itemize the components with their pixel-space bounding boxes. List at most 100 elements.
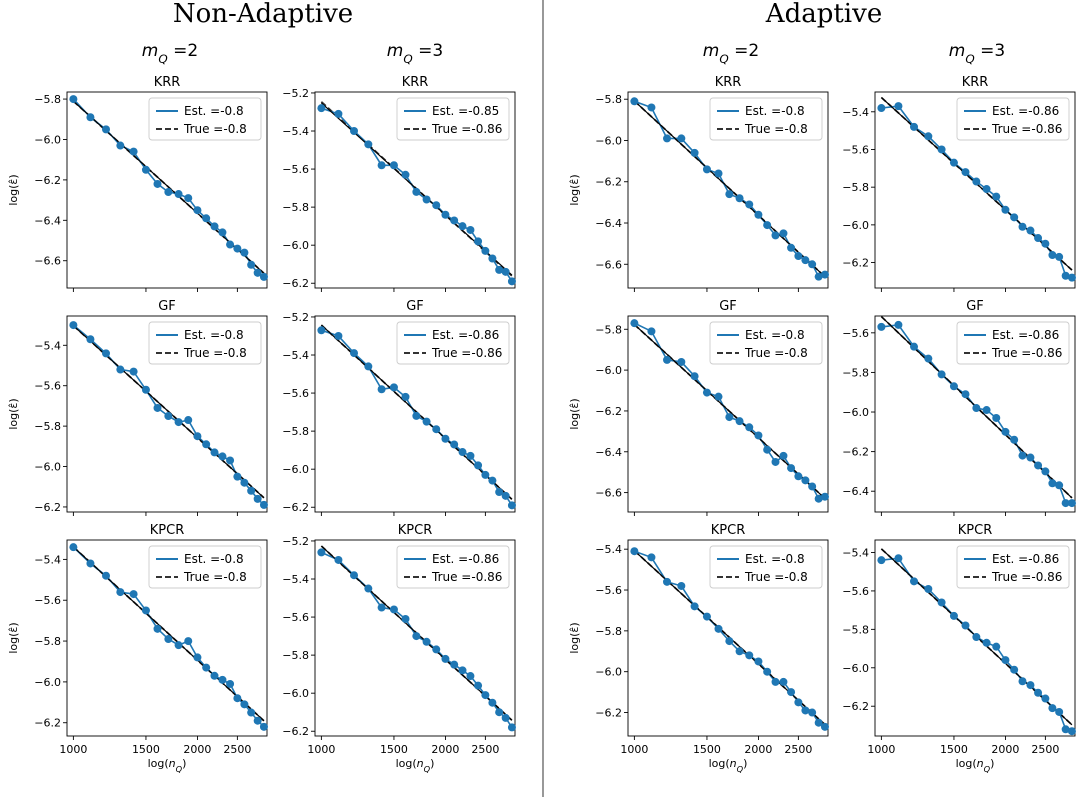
data-point <box>714 624 723 633</box>
panel-title: KPCR <box>398 523 432 538</box>
data-point <box>364 362 373 371</box>
data-point <box>474 461 483 470</box>
data-point <box>210 448 219 457</box>
data-point <box>102 571 111 580</box>
y-tick-label: −6.0 <box>595 134 622 147</box>
data-point <box>949 611 958 620</box>
axes-frame <box>874 91 1076 289</box>
y-tick-label: −6.2 <box>282 725 309 738</box>
y-tick-label: −5.4 <box>34 553 61 566</box>
axes-frame <box>627 539 829 737</box>
data-point <box>924 132 933 141</box>
data-point <box>1001 427 1010 436</box>
data-point <box>877 556 886 565</box>
data-point <box>677 134 686 143</box>
data-point <box>814 272 823 281</box>
data-point <box>226 456 235 465</box>
data-point <box>779 677 788 686</box>
column-header-non-adaptive-mq3: mQ =3 <box>387 41 443 66</box>
panel-title: KPCR <box>958 523 992 538</box>
data-point <box>1067 273 1076 282</box>
legend-label-est: Est. =-0.86 <box>992 328 1059 342</box>
x-tick-label: 2000 <box>431 743 459 756</box>
data-point <box>745 423 754 432</box>
column-header-adaptive-mq3: mQ =3 <box>949 41 1005 66</box>
y-tick-label: −5.8 <box>282 649 309 662</box>
data-point <box>1048 479 1057 488</box>
data-point <box>389 161 398 170</box>
data-point <box>808 482 817 491</box>
x-tick-label: 2000 <box>744 743 772 756</box>
y-tick-label: −5.4 <box>595 543 622 556</box>
y-tick-label: −6.6 <box>595 258 622 271</box>
data-point <box>1061 499 1070 508</box>
data-point <box>129 147 138 156</box>
y-tick-label: −5.8 <box>282 425 309 438</box>
data-point <box>501 491 510 500</box>
data-point <box>961 168 970 177</box>
y-tick-label: −5.6 <box>282 387 309 400</box>
data-point <box>501 713 510 722</box>
axes-frame <box>874 539 1076 737</box>
data-point <box>801 706 810 715</box>
data-point <box>745 200 754 209</box>
data-point <box>725 637 734 646</box>
y-tick-label: −6.0 <box>34 461 61 474</box>
data-point <box>247 486 256 495</box>
y-tick-label: −6.2 <box>842 700 869 713</box>
y-tick-label: −5.8 <box>282 201 309 214</box>
data-point <box>153 403 162 412</box>
data-point <box>725 190 734 199</box>
data-point <box>992 642 1001 651</box>
data-point <box>1041 467 1050 476</box>
data-point <box>174 641 183 650</box>
data-point <box>389 605 398 614</box>
panel-title: GF <box>158 299 176 314</box>
data-point <box>982 638 991 647</box>
axes-frame <box>627 315 829 513</box>
data-point <box>725 413 734 422</box>
data-point <box>910 122 919 131</box>
data-point <box>253 268 262 277</box>
y-tick-label: −5.6 <box>34 380 61 393</box>
y-tick-label: −6.6 <box>595 487 622 500</box>
data-point <box>174 190 183 199</box>
data-point <box>466 451 475 460</box>
panels: KRR −5.8 −6.0 −6.2 −6.4 −6.6 log(ε̂) Est. =-0.8… <box>7 75 1076 774</box>
data-point <box>937 145 946 154</box>
y-tick-label: −6.0 <box>282 463 309 476</box>
data-point <box>259 722 268 731</box>
data-point <box>702 165 711 174</box>
x-tick-label: 1500 <box>380 743 408 756</box>
data-point <box>129 590 138 599</box>
data-point <box>647 103 656 112</box>
panel-a-m3-gf: GF −5.6 −5.8 −6.0 −6.2 −6.4 Est. =-0.86 True =-… <box>842 299 1076 516</box>
legend-label-true: True =-0.8 <box>744 346 808 360</box>
data-point <box>690 148 699 157</box>
y-tick-label: −6.0 <box>842 406 869 419</box>
data-point <box>129 367 138 376</box>
data-point <box>507 723 516 732</box>
y-tick-label: −6.0 <box>595 666 622 679</box>
data-point <box>663 355 672 364</box>
data-point <box>240 248 249 257</box>
data-point <box>350 571 359 580</box>
data-point <box>794 252 803 261</box>
data-point <box>116 365 125 374</box>
panel-a-m2-kpcr: KPCR −5.4 −5.6 −5.8 −6.0 −6.2 1000 1500 2000 2500… <box>568 523 829 774</box>
data-point <box>801 256 810 265</box>
data-point <box>1067 727 1076 736</box>
y-tick-label: −5.2 <box>282 535 309 548</box>
data-point <box>690 602 699 611</box>
y-tick-label: −6.0 <box>34 133 61 146</box>
data-point <box>259 500 268 509</box>
data-point <box>116 588 125 597</box>
y-tick-label: −6.4 <box>34 214 61 227</box>
data-point <box>412 411 421 420</box>
y-tick-label: −5.8 <box>595 625 622 638</box>
y-tick-label: −5.6 <box>282 611 309 624</box>
data-point <box>735 417 744 426</box>
data-point <box>820 722 829 731</box>
y-axis-label: log(ε̂) <box>7 622 20 653</box>
data-point <box>441 434 450 443</box>
